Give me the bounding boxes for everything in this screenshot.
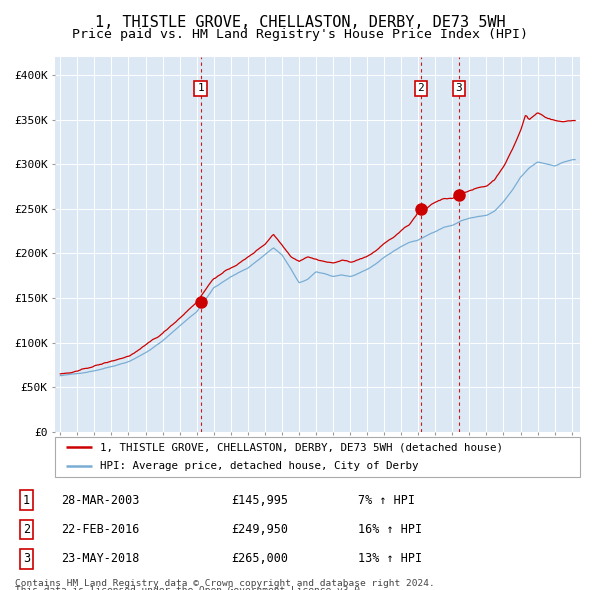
- Text: This data is licensed under the Open Government Licence v3.0.: This data is licensed under the Open Gov…: [15, 586, 366, 590]
- Text: 28-MAR-2003: 28-MAR-2003: [61, 494, 139, 507]
- Text: Price paid vs. HM Land Registry's House Price Index (HPI): Price paid vs. HM Land Registry's House …: [72, 28, 528, 41]
- Text: 1: 1: [197, 83, 204, 93]
- Text: 13% ↑ HPI: 13% ↑ HPI: [358, 552, 422, 565]
- Text: 23-MAY-2018: 23-MAY-2018: [61, 552, 139, 565]
- Text: 3: 3: [23, 552, 30, 565]
- Text: 1, THISTLE GROVE, CHELLASTON, DERBY, DE73 5WH: 1, THISTLE GROVE, CHELLASTON, DERBY, DE7…: [95, 15, 505, 30]
- FancyBboxPatch shape: [55, 437, 580, 477]
- Text: 7% ↑ HPI: 7% ↑ HPI: [358, 494, 415, 507]
- Text: 22-FEB-2016: 22-FEB-2016: [61, 523, 139, 536]
- Text: HPI: Average price, detached house, City of Derby: HPI: Average price, detached house, City…: [100, 461, 418, 471]
- Text: 2: 2: [23, 523, 30, 536]
- Text: 1: 1: [23, 494, 30, 507]
- Text: £145,995: £145,995: [231, 494, 288, 507]
- Text: Contains HM Land Registry data © Crown copyright and database right 2024.: Contains HM Land Registry data © Crown c…: [15, 579, 435, 588]
- Text: £249,950: £249,950: [231, 523, 288, 536]
- Text: 16% ↑ HPI: 16% ↑ HPI: [358, 523, 422, 536]
- Text: £265,000: £265,000: [231, 552, 288, 565]
- Text: 1, THISTLE GROVE, CHELLASTON, DERBY, DE73 5WH (detached house): 1, THISTLE GROVE, CHELLASTON, DERBY, DE7…: [100, 442, 503, 453]
- Text: 3: 3: [455, 83, 463, 93]
- Text: 2: 2: [417, 83, 424, 93]
